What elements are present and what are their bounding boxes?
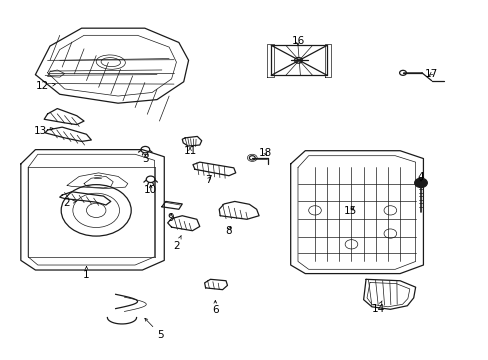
- Text: 2: 2: [63, 198, 76, 208]
- Text: 8: 8: [225, 226, 232, 236]
- Text: 15: 15: [343, 206, 356, 216]
- Text: 18: 18: [258, 148, 271, 158]
- Text: 2: 2: [173, 236, 181, 251]
- Text: 14: 14: [371, 301, 384, 314]
- Text: 11: 11: [183, 146, 196, 156]
- Text: 5: 5: [144, 318, 164, 340]
- Text: 16: 16: [291, 36, 304, 46]
- Text: 6: 6: [212, 301, 218, 315]
- Text: 9: 9: [167, 213, 174, 223]
- Text: 4: 4: [417, 172, 424, 182]
- Text: 10: 10: [144, 185, 157, 195]
- Text: 7: 7: [204, 175, 211, 185]
- Text: 12: 12: [36, 81, 55, 91]
- Text: 17: 17: [424, 68, 437, 78]
- Circle shape: [414, 178, 427, 188]
- Text: 1: 1: [83, 266, 90, 280]
- Text: 3: 3: [142, 154, 148, 164]
- Text: 13: 13: [34, 126, 53, 136]
